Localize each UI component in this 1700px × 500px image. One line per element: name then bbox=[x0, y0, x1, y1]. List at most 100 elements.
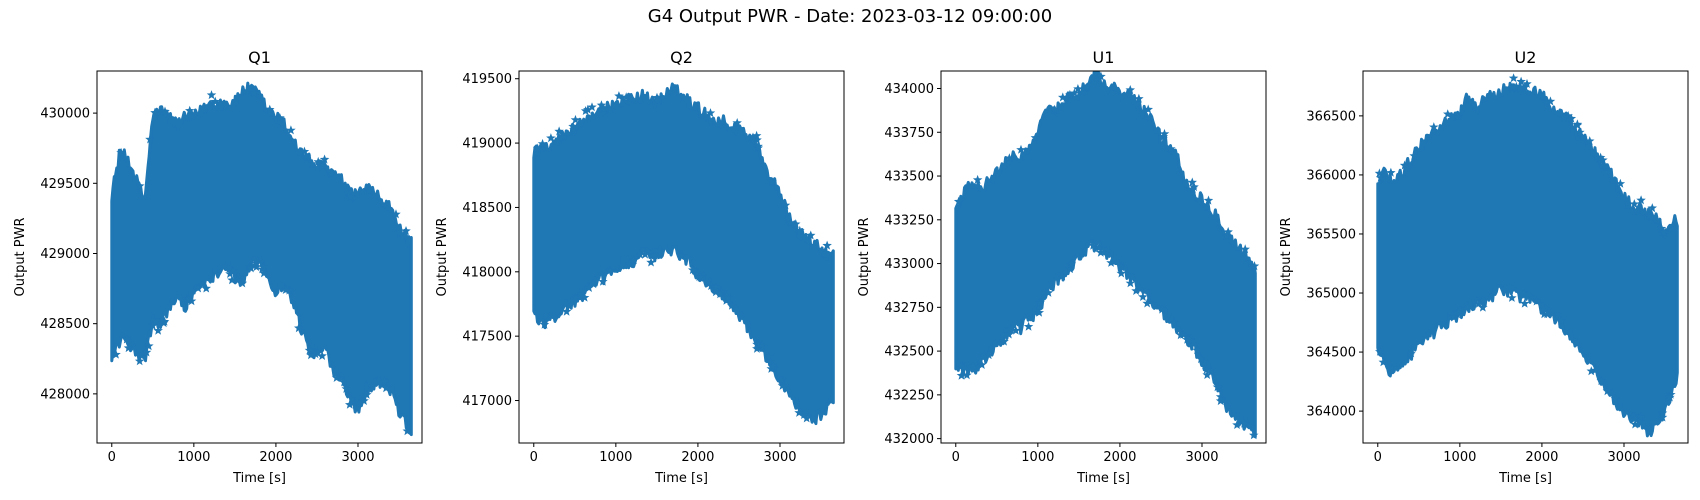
subplot-u1: 0 1000 2000 3000 432000 432250 432500 432750 433… bbox=[857, 48, 1267, 486]
x-tick-label: 1000 bbox=[599, 450, 632, 465]
scatter-point bbox=[183, 294, 194, 303]
y-tick-label: 366000 bbox=[1306, 168, 1356, 183]
scatter-point bbox=[359, 396, 369, 405]
scatter-point bbox=[806, 230, 816, 240]
scatter-point bbox=[956, 370, 967, 380]
scatter-point bbox=[1563, 111, 1573, 120]
scatter-point bbox=[1203, 195, 1214, 205]
scatter-point bbox=[1004, 329, 1014, 339]
scatter-point bbox=[1647, 203, 1657, 213]
scatter-point bbox=[1239, 418, 1249, 428]
axes-frame bbox=[940, 70, 1267, 444]
scatter-point bbox=[1073, 84, 1083, 94]
x-tick-label: 0 bbox=[530, 450, 538, 465]
scatter-point bbox=[776, 375, 787, 385]
scatter-point bbox=[317, 350, 327, 360]
y-tick-label: 432000 bbox=[884, 432, 934, 447]
x-tick-label: 3000 bbox=[341, 450, 374, 465]
scatter-point bbox=[1632, 205, 1642, 215]
y-tick-label: 429000 bbox=[40, 247, 90, 262]
scatter-point bbox=[280, 285, 291, 294]
scatter-point bbox=[402, 426, 412, 436]
x-axis-label: Time [s] bbox=[654, 471, 708, 486]
scatter-point bbox=[1666, 389, 1676, 399]
scatter-point bbox=[571, 292, 581, 302]
scatter-point bbox=[1406, 348, 1416, 358]
scatter-point bbox=[251, 258, 262, 268]
scatter-point bbox=[676, 251, 686, 261]
scatter-point bbox=[206, 90, 217, 100]
scatter-point bbox=[763, 352, 774, 361]
scatter-point bbox=[1005, 323, 1016, 333]
scatter-point bbox=[313, 156, 323, 166]
scatter-point bbox=[962, 370, 972, 380]
scatter-point bbox=[1386, 167, 1396, 177]
scatter-point bbox=[1630, 419, 1640, 429]
scatter-point bbox=[227, 266, 238, 275]
scatter-point bbox=[294, 323, 304, 333]
scatter-point bbox=[1125, 278, 1136, 288]
scatter-point bbox=[791, 219, 801, 229]
scatter-point bbox=[1508, 73, 1519, 83]
scatter-point bbox=[401, 226, 411, 236]
scatter-point bbox=[210, 96, 220, 106]
scatter-point bbox=[584, 282, 594, 292]
scatter-point bbox=[575, 290, 585, 300]
scatter-point bbox=[1192, 345, 1202, 355]
subplot-u2: 0 1000 2000 3000 364000 364500 365000 365500 366… bbox=[1279, 48, 1689, 486]
scatter-point bbox=[705, 108, 716, 118]
scatter-point bbox=[1374, 168, 1385, 178]
scatter-point bbox=[984, 350, 994, 360]
scatter-point bbox=[304, 345, 315, 355]
scatter-point bbox=[688, 265, 698, 275]
scatter-point bbox=[1143, 104, 1153, 114]
subplot-q2: 0 1000 2000 3000 417000 417500 418000 418500 419… bbox=[435, 48, 845, 486]
scatter-point bbox=[1138, 292, 1148, 301]
scatter-point bbox=[144, 341, 154, 351]
scatter-point bbox=[767, 361, 778, 371]
x-tick-label: 2000 bbox=[1525, 450, 1558, 465]
scatter-point bbox=[1184, 335, 1194, 345]
scatter-point bbox=[1566, 113, 1577, 123]
scatter-point bbox=[1585, 136, 1595, 146]
scatter-point bbox=[246, 263, 256, 273]
scatter-point bbox=[1065, 264, 1075, 274]
y-axis-label: Output PWR bbox=[13, 217, 28, 296]
scatter-point bbox=[1615, 178, 1626, 188]
scatter-point bbox=[554, 126, 564, 136]
scatter-point bbox=[568, 121, 578, 131]
scatter-point bbox=[1196, 354, 1206, 364]
scatter-point bbox=[379, 376, 390, 386]
scatter-points bbox=[1374, 73, 1679, 438]
scatter-point bbox=[794, 407, 804, 417]
scatter-point bbox=[1043, 287, 1054, 297]
scatter-point bbox=[249, 88, 259, 98]
y-tick-label: 417000 bbox=[462, 394, 512, 409]
scatter-point bbox=[159, 316, 170, 326]
scatter-point bbox=[1531, 296, 1542, 306]
scatter-point bbox=[1116, 262, 1126, 272]
scatter-point bbox=[359, 392, 369, 402]
x-tick-label: 2000 bbox=[259, 450, 292, 465]
scatter-point bbox=[275, 113, 285, 122]
y-tick-label: 433000 bbox=[884, 257, 934, 272]
x-tick-label: 3000 bbox=[1607, 450, 1640, 465]
scatter-point bbox=[1652, 215, 1662, 225]
scatter-point bbox=[145, 134, 155, 144]
scatter-point bbox=[331, 372, 342, 382]
scatter-point bbox=[227, 275, 237, 285]
scatter-point bbox=[1212, 382, 1223, 392]
scatter-point bbox=[1069, 88, 1080, 98]
scatter-point bbox=[621, 92, 631, 102]
scatter-point bbox=[1449, 312, 1459, 322]
scatter-point bbox=[569, 124, 579, 134]
scatter-point bbox=[1572, 120, 1583, 130]
scatter-point bbox=[1215, 396, 1226, 406]
scatter-point bbox=[1595, 152, 1606, 162]
scatter-point bbox=[1023, 321, 1034, 331]
scatter-point bbox=[326, 168, 337, 178]
scatter-point bbox=[1378, 357, 1388, 367]
x-tick-label: 1000 bbox=[1443, 450, 1476, 465]
scatter-point bbox=[1478, 302, 1488, 312]
scatter-point bbox=[1081, 82, 1092, 92]
